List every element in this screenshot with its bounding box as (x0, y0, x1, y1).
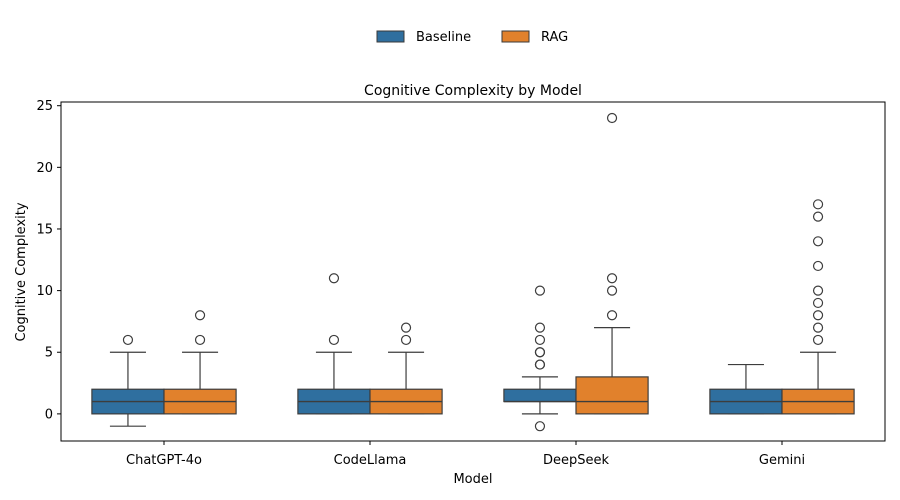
iqr-box (575, 376, 649, 415)
y-tick-label: 0 (45, 407, 53, 422)
outlier-point (812, 211, 824, 222)
legend: Baseline RAG (376, 30, 568, 45)
y-axis-label: Cognitive Complexity (14, 202, 29, 341)
outlier-point (194, 310, 206, 321)
x-tick-label: CodeLlama (334, 453, 407, 468)
outlier-point (534, 322, 546, 333)
outlier-point (812, 334, 824, 346)
box-rag-deepseek (575, 112, 649, 415)
plot-area (60, 101, 886, 442)
outlier-point (534, 359, 546, 370)
box-baseline-codellama (297, 273, 371, 415)
outlier-point (812, 260, 824, 272)
box-rag-chatgpt-4o (163, 310, 237, 415)
legend-label-rag: RAG (541, 30, 568, 45)
box-rag-codellama (369, 322, 443, 415)
boxes (91, 112, 855, 432)
outlier-point (534, 334, 546, 346)
outlier-point (122, 334, 134, 346)
legend-swatch-baseline (376, 30, 405, 43)
y-tick-label: 5 (45, 346, 53, 361)
iqr-box (503, 388, 577, 403)
chart-title: Cognitive Complexity by Model (364, 83, 582, 99)
x-tick-label: Gemini (759, 453, 805, 468)
outlier-point (812, 310, 824, 321)
y-tick-label: 10 (36, 284, 53, 299)
box-rag-gemini (781, 199, 855, 415)
outlier-point (606, 112, 618, 124)
outlier-point (812, 322, 824, 333)
legend-swatch-rag (501, 30, 530, 43)
outlier-point (812, 236, 824, 247)
outlier-point (194, 334, 206, 346)
outlier-point (534, 421, 546, 432)
x-axis-label: Model (453, 472, 492, 487)
outlier-point (812, 297, 824, 309)
x-tick-label: DeepSeek (543, 453, 610, 468)
outlier-point (606, 310, 618, 321)
y-tick-label: 15 (36, 222, 53, 237)
y-tick-label: 25 (36, 99, 53, 114)
outlier-point (812, 285, 824, 296)
box-baseline-deepseek (503, 285, 577, 432)
box-baseline-gemini (709, 363, 783, 415)
x-axis: ChatGPT-4o CodeLlama DeepSeek Gemini (126, 441, 805, 468)
legend-label-baseline: Baseline (416, 30, 471, 45)
y-tick-label: 20 (36, 161, 53, 176)
outlier-point (606, 285, 618, 296)
outlier-point (606, 273, 618, 284)
outlier-point (534, 347, 546, 358)
x-tick-label: ChatGPT-4o (126, 453, 202, 468)
y-axis: 0 5 10 15 20 25 (36, 99, 61, 422)
box-baseline-chatgpt-4o (91, 334, 165, 427)
outlier-point (400, 322, 412, 333)
outlier-point (328, 334, 340, 346)
outlier-point (328, 273, 340, 284)
outlier-point (400, 334, 412, 346)
outlier-point (812, 199, 824, 210)
outlier-point (534, 285, 546, 296)
